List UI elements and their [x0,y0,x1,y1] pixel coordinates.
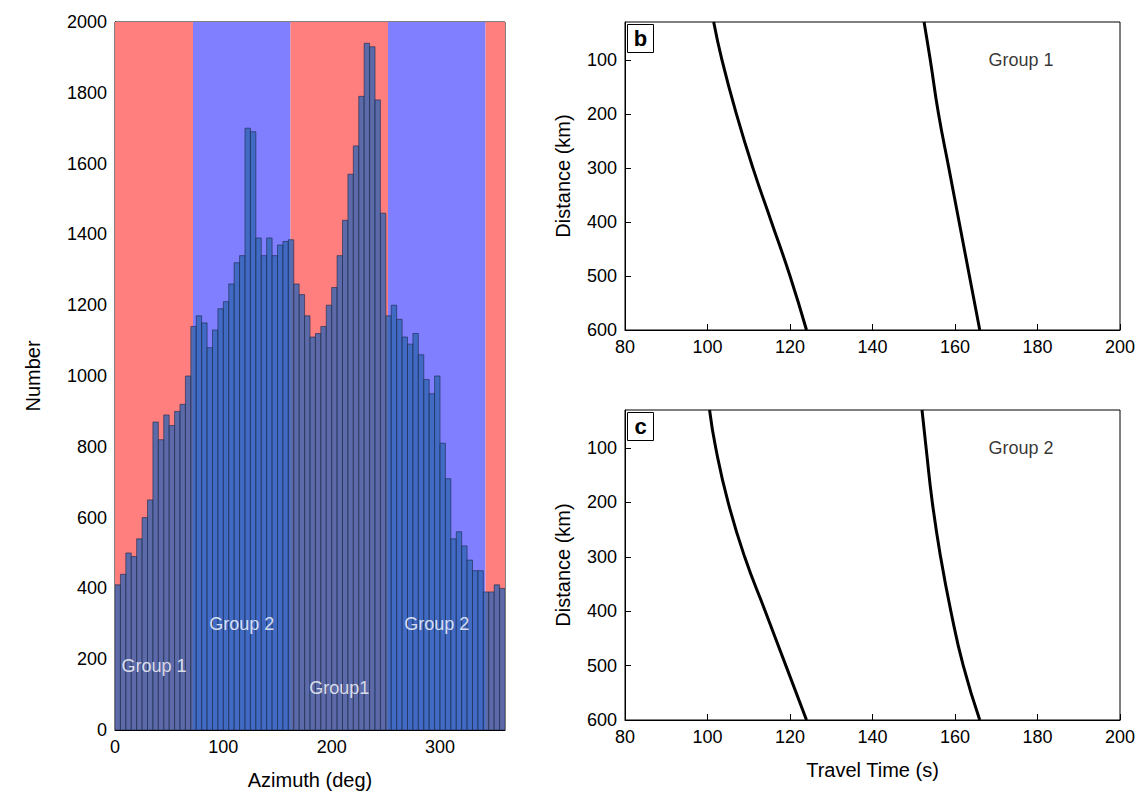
svg-text:400: 400 [587,601,617,621]
svg-text:Group 2: Group 2 [209,614,274,634]
svg-text:Distance (km): Distance (km) [552,503,574,626]
svg-text:100: 100 [692,727,722,747]
svg-text:1000: 1000 [67,366,107,386]
svg-text:160: 160 [940,727,970,747]
svg-text:400: 400 [587,212,617,232]
svg-text:300: 300 [425,737,455,757]
svg-text:Group 2: Group 2 [988,438,1053,458]
svg-text:2000: 2000 [67,12,107,32]
svg-text:500: 500 [587,656,617,676]
svg-text:0: 0 [97,720,107,740]
svg-text:Group 1: Group 1 [121,656,186,676]
svg-text:80: 80 [615,337,635,357]
svg-text:Distance (km): Distance (km) [552,114,574,237]
svg-text:180: 180 [1022,727,1052,747]
svg-text:400: 400 [77,578,107,598]
svg-text:800: 800 [77,437,107,457]
svg-text:200: 200 [587,492,617,512]
svg-text:Group 2: Group 2 [404,614,469,634]
svg-text:600: 600 [587,710,617,730]
svg-text:Travel Time (s): Travel Time (s) [806,759,939,781]
svg-text:1600: 1600 [67,154,107,174]
svg-text:100: 100 [587,438,617,458]
svg-text:100: 100 [208,737,238,757]
svg-text:200: 200 [1105,337,1135,357]
svg-text:Number: Number [22,340,44,411]
svg-text:120: 120 [775,727,805,747]
svg-text:Azimuth (deg): Azimuth (deg) [248,769,373,791]
svg-text:140: 140 [857,727,887,747]
svg-text:160: 160 [940,337,970,357]
svg-text:1400: 1400 [67,224,107,244]
svg-text:200: 200 [587,104,617,124]
svg-text:600: 600 [77,508,107,528]
svg-text:Group1: Group1 [309,678,369,698]
svg-text:200: 200 [1105,727,1135,747]
svg-text:200: 200 [77,649,107,669]
svg-text:500: 500 [587,266,617,286]
svg-text:120: 120 [775,337,805,357]
svg-text:600: 600 [587,320,617,340]
svg-text:1800: 1800 [67,83,107,103]
svg-text:300: 300 [587,158,617,178]
svg-text:200: 200 [317,737,347,757]
svg-text:180: 180 [1022,337,1052,357]
svg-text:80: 80 [615,727,635,747]
svg-text:b: b [634,26,647,51]
svg-text:1200: 1200 [67,295,107,315]
svg-text:0: 0 [110,737,120,757]
svg-text:100: 100 [587,50,617,70]
svg-text:Group 1: Group 1 [988,50,1053,70]
svg-text:140: 140 [857,337,887,357]
svg-text:300: 300 [587,547,617,567]
svg-text:100: 100 [692,337,722,357]
svg-text:c: c [634,414,646,439]
